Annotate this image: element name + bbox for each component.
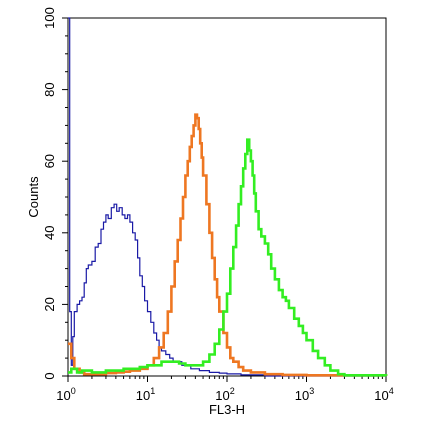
x-tick-label: 101 <box>136 386 155 403</box>
y-axis: 0 20 40 60 80 100 <box>42 7 68 380</box>
y-tick-label: 20 <box>42 297 57 311</box>
x-tick-label: 104 <box>374 386 393 403</box>
x-tick-label: 102 <box>215 386 234 403</box>
histogram-series-3 <box>68 138 388 377</box>
x-tick-label: 103 <box>295 386 314 403</box>
series-layer <box>68 17 388 377</box>
y-tick-label: 100 <box>42 7 57 29</box>
y-axis-title: Counts <box>26 176 41 218</box>
histogram-series-1 <box>68 17 386 377</box>
plot-frame <box>67 17 387 377</box>
histogram-series-2 <box>68 113 388 377</box>
x-axis: 100 101 102 103 104 <box>56 376 394 403</box>
x-tick-label: 100 <box>56 386 75 403</box>
y-tick-label: 60 <box>42 154 57 168</box>
y-tick-label: 0 <box>42 372 57 379</box>
x-axis-title: FL3-H <box>209 402 245 417</box>
y-tick-label: 40 <box>42 226 57 240</box>
y-tick-label: 80 <box>42 82 57 96</box>
